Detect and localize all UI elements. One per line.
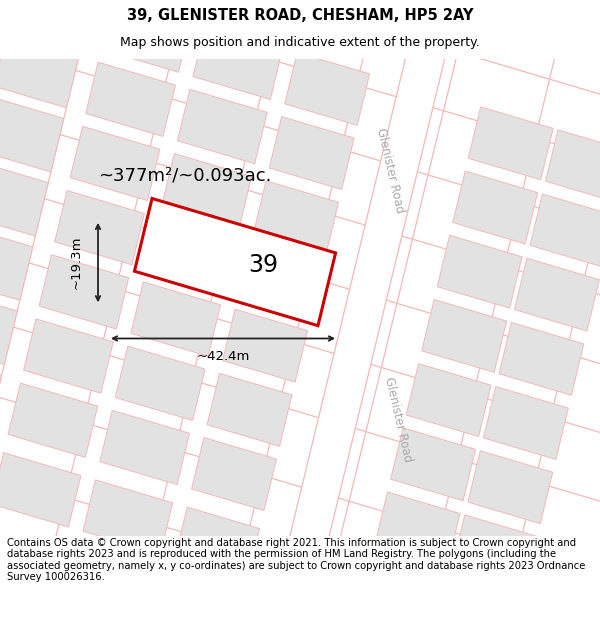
Polygon shape (499, 322, 584, 395)
Polygon shape (0, 32, 79, 108)
Polygon shape (131, 282, 221, 356)
Polygon shape (70, 126, 160, 201)
Polygon shape (83, 480, 173, 554)
Polygon shape (436, 584, 520, 625)
Polygon shape (162, 154, 251, 228)
Polygon shape (375, 492, 460, 565)
Polygon shape (86, 62, 175, 136)
Polygon shape (0, 97, 64, 172)
Polygon shape (0, 226, 33, 301)
Polygon shape (100, 411, 190, 484)
Polygon shape (530, 194, 600, 267)
Polygon shape (391, 428, 475, 501)
Polygon shape (8, 383, 98, 458)
Polygon shape (0, 354, 2, 429)
Polygon shape (146, 217, 236, 292)
Polygon shape (452, 515, 537, 588)
Polygon shape (238, 245, 323, 318)
Polygon shape (223, 309, 308, 382)
Polygon shape (191, 438, 277, 511)
Polygon shape (115, 346, 205, 421)
Text: Glenister Road: Glenister Road (382, 376, 414, 463)
Text: ~19.3m: ~19.3m (70, 236, 83, 289)
Polygon shape (437, 235, 522, 308)
Polygon shape (514, 258, 599, 331)
Text: ~377m²/~0.093ac.: ~377m²/~0.093ac. (98, 167, 272, 184)
Polygon shape (39, 255, 129, 329)
Text: 39: 39 (248, 253, 278, 278)
Polygon shape (0, 289, 17, 364)
Text: Contains OS data © Crown copyright and database right 2021. This information is : Contains OS data © Crown copyright and d… (7, 538, 586, 582)
Polygon shape (175, 507, 260, 580)
Polygon shape (256, 0, 469, 625)
Text: Glenister Road: Glenister Road (374, 126, 406, 214)
Polygon shape (10, 0, 95, 44)
Polygon shape (254, 181, 338, 254)
Polygon shape (545, 130, 600, 202)
Polygon shape (422, 299, 506, 372)
Text: ~42.4m: ~42.4m (196, 350, 250, 362)
Polygon shape (484, 387, 568, 459)
Polygon shape (453, 171, 538, 244)
Polygon shape (468, 107, 553, 180)
Polygon shape (134, 199, 335, 326)
Polygon shape (0, 161, 48, 236)
Text: 39, GLENISTER ROAD, CHESHAM, HP5 2AY: 39, GLENISTER ROAD, CHESHAM, HP5 2AY (127, 8, 473, 23)
Polygon shape (193, 25, 283, 99)
Polygon shape (285, 52, 370, 125)
Polygon shape (269, 117, 354, 189)
Polygon shape (468, 451, 553, 524)
Polygon shape (0, 452, 81, 527)
Text: Map shows position and indicative extent of the property.: Map shows position and indicative extent… (120, 36, 480, 49)
Polygon shape (101, 0, 191, 72)
Polygon shape (358, 562, 443, 625)
Polygon shape (207, 373, 292, 446)
Polygon shape (178, 89, 267, 164)
Polygon shape (406, 364, 491, 436)
Polygon shape (23, 319, 113, 393)
Polygon shape (55, 191, 145, 265)
